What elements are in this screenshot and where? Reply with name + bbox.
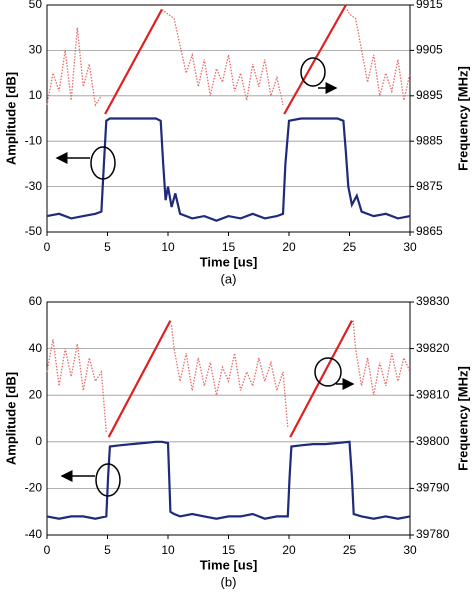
x-tick-label: 30 [403, 543, 417, 557]
y-axis-label: Amplitude [dB] [3, 372, 18, 465]
series-line [107, 320, 353, 438]
plot-frame [46, 4, 411, 233]
series-line [46, 8, 411, 107]
caption: (b) [221, 574, 237, 589]
ellipse-marker [95, 463, 121, 497]
y-tick-label: 20 [29, 387, 43, 401]
x-tick-label: 30 [403, 240, 417, 254]
y2-tick-label: 39820 [416, 341, 450, 355]
x-tick-label: 5 [104, 240, 111, 254]
y2-tick-label: 39790 [416, 481, 450, 495]
x-axis-label: Time [us] [200, 557, 258, 572]
y-tick-label: -20 [25, 481, 43, 495]
series-line [46, 440, 411, 520]
y2-tick-label: 9905 [416, 43, 443, 57]
x-tick-label: 10 [161, 240, 175, 254]
y-tick-label: 0 [35, 434, 42, 448]
y2-tick-label: 9885 [416, 133, 443, 147]
y-tick-label: 10 [29, 88, 43, 102]
y-tick-label: -30 [25, 179, 43, 193]
x-tick-label: 5 [104, 543, 111, 557]
y-tick-label: 60 [29, 294, 43, 308]
x-tick-label: 0 [44, 240, 51, 254]
y2-tick-label: 39810 [416, 387, 450, 401]
y-tick-label: -10 [25, 133, 43, 147]
y2-tick-label: 9875 [416, 179, 443, 193]
y2-tick-label: 39800 [416, 434, 450, 448]
ellipse-marker [90, 146, 116, 180]
y-tick-label: 30 [29, 43, 43, 57]
series-line [104, 4, 347, 115]
y-axis-label: Amplitude [dB] [3, 72, 18, 165]
x-tick-label: 10 [161, 543, 175, 557]
y-tick-label: 50 [29, 0, 43, 11]
y2-axis-label: Frequency [MHz] [455, 66, 470, 171]
series-line [46, 117, 411, 222]
x-tick-label: 25 [343, 543, 357, 557]
y-tick-label: 40 [29, 341, 43, 355]
x-tick-label: 0 [44, 543, 51, 557]
x-tick-label: 15 [222, 543, 236, 557]
x-tick-label: 20 [282, 240, 296, 254]
y-tick-label: -50 [25, 224, 43, 238]
y2-tick-label: 39830 [416, 294, 450, 308]
y2-tick-label: 9895 [416, 88, 443, 102]
plot-frame [46, 301, 411, 536]
ellipse-marker [300, 57, 326, 87]
x-axis-label: Time [us] [200, 254, 258, 269]
series-line [46, 320, 411, 433]
y2-tick-label: 9865 [416, 224, 443, 238]
caption: (a) [221, 271, 237, 286]
y2-tick-label: 9915 [416, 0, 443, 11]
x-tick-label: 25 [343, 240, 357, 254]
y-tick-label: -40 [25, 527, 43, 541]
x-tick-label: 20 [282, 543, 296, 557]
y2-axis-label: Frequency [MHz] [455, 366, 470, 471]
annotations [55, 57, 355, 497]
y2-tick-label: 39780 [416, 527, 450, 541]
x-tick-label: 15 [222, 240, 236, 254]
ellipse-marker [314, 357, 342, 387]
